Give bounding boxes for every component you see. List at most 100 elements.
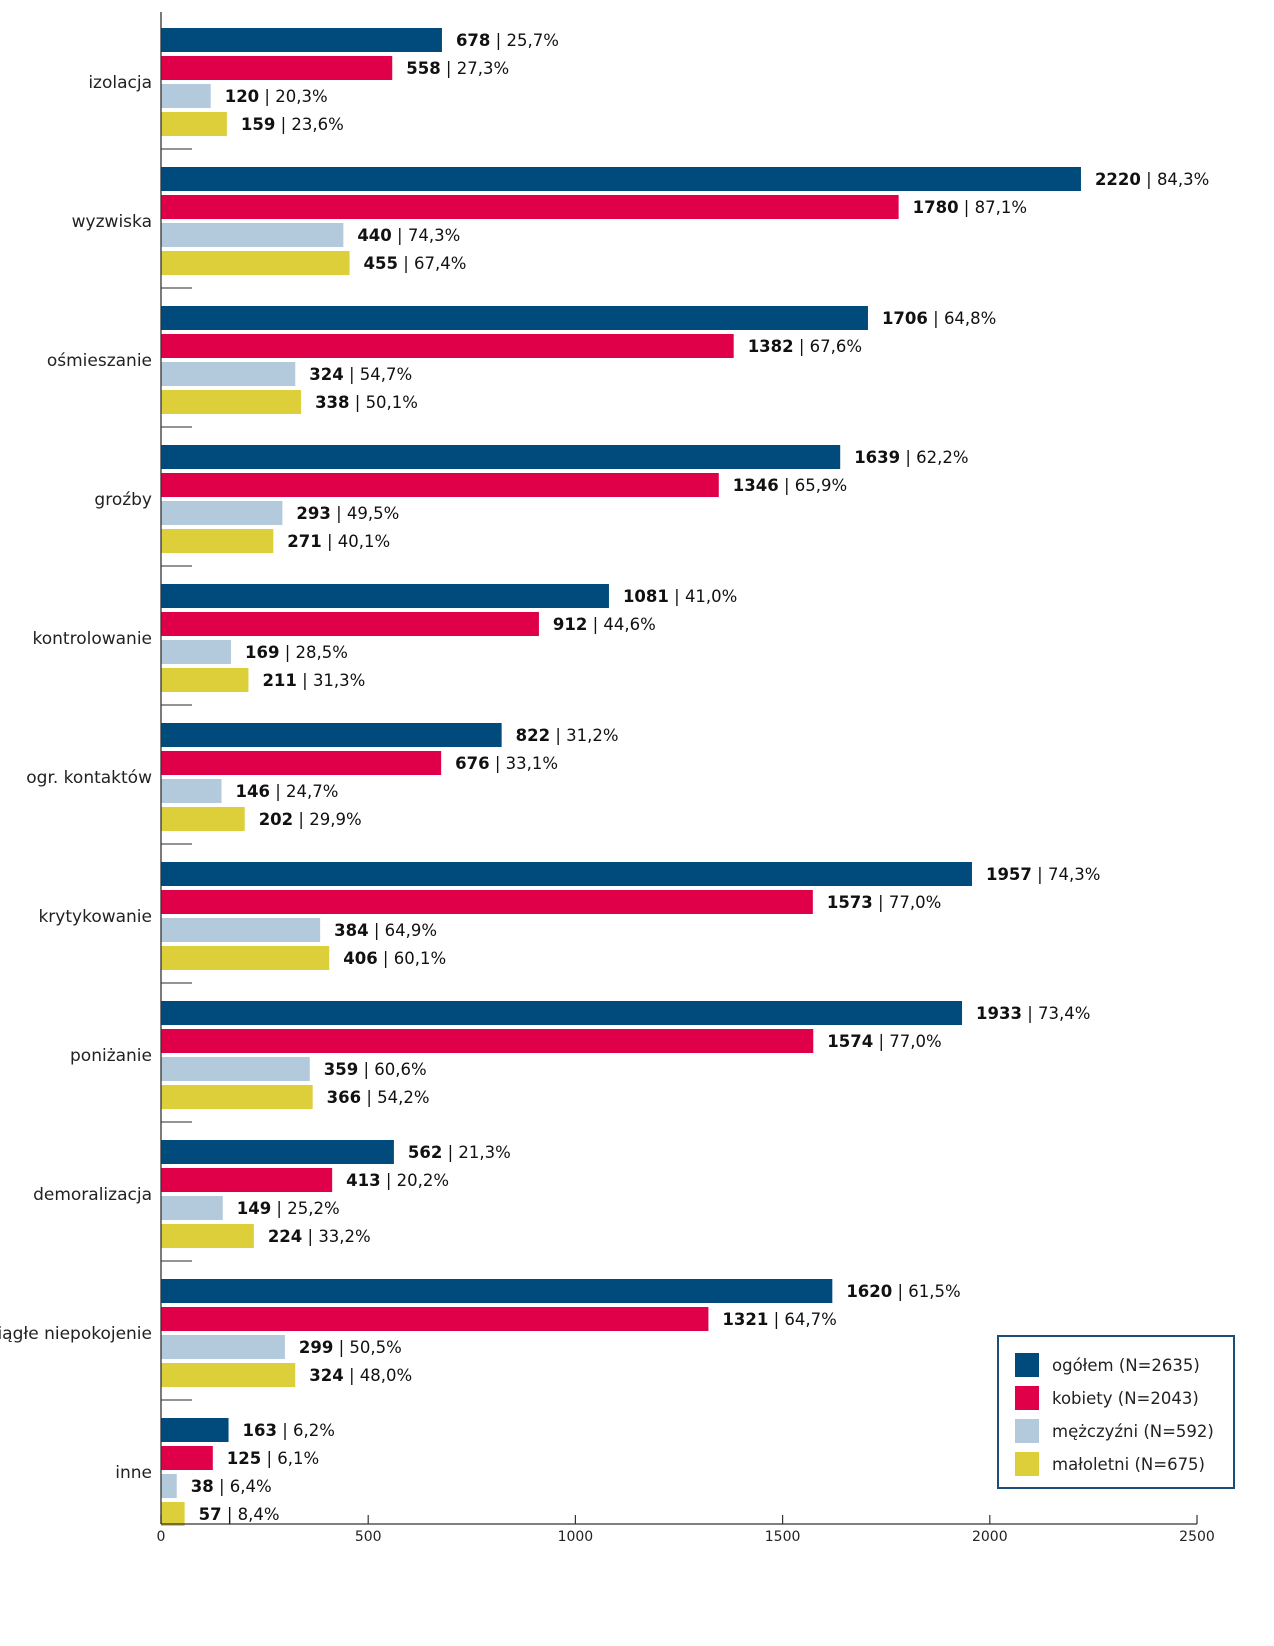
data-label: 1574 | 77,0% xyxy=(827,1032,941,1051)
data-label: 324 | 48,0% xyxy=(309,1366,412,1385)
bar xyxy=(161,1029,814,1053)
bar xyxy=(161,1057,310,1081)
bar xyxy=(161,612,539,636)
data-label: 912 | 44,6% xyxy=(553,615,656,634)
bar xyxy=(161,807,245,831)
category-label: krytykowanie xyxy=(38,907,152,927)
bars-layer xyxy=(161,28,1081,1526)
data-label: 822 | 31,2% xyxy=(516,726,619,745)
data-label: 359 | 60,6% xyxy=(324,1060,427,1079)
category-label: ośmieszanie xyxy=(47,351,152,371)
bar xyxy=(161,1085,313,1109)
bar xyxy=(161,223,344,247)
data-label: 366 | 54,2% xyxy=(327,1088,430,1107)
bar xyxy=(161,390,302,414)
bar xyxy=(161,56,393,80)
data-label: 149 | 25,2% xyxy=(237,1199,340,1218)
bar xyxy=(161,1418,229,1442)
legend-label: ogółem (N=2635) xyxy=(1052,1356,1200,1375)
data-label: 338 | 50,1% xyxy=(315,393,418,412)
data-label: 455 | 67,4% xyxy=(364,254,467,273)
bar xyxy=(161,668,249,692)
bar xyxy=(161,195,899,219)
bar xyxy=(161,334,734,358)
legend-swatch xyxy=(1015,1386,1039,1410)
bar xyxy=(161,640,232,664)
legend-label: małoletni (N=675) xyxy=(1052,1455,1205,1474)
bar xyxy=(161,1474,177,1498)
bar xyxy=(161,501,283,525)
data-label: 558 | 27,3% xyxy=(406,59,509,78)
bar xyxy=(161,1224,254,1248)
data-label: 1346 | 65,9% xyxy=(733,476,847,495)
data-label: 163 | 6,2% xyxy=(243,1421,335,1440)
bar xyxy=(161,723,502,747)
category-label: izolacja xyxy=(88,73,152,93)
bar xyxy=(161,473,719,497)
category-label: groźby xyxy=(94,490,152,510)
legend-swatch xyxy=(1015,1353,1039,1377)
bar xyxy=(161,306,868,330)
bar xyxy=(161,445,841,469)
bar xyxy=(161,167,1081,191)
x-tick-label: 500 xyxy=(355,1529,382,1545)
x-tick-label: 2000 xyxy=(972,1529,1008,1545)
data-label: 224 | 33,2% xyxy=(268,1227,371,1246)
category-label: inne xyxy=(115,1463,152,1483)
x-tick-label: 2500 xyxy=(1179,1529,1215,1545)
bar xyxy=(161,1140,394,1164)
data-label: 146 | 24,7% xyxy=(236,782,339,801)
data-label: 211 | 31,3% xyxy=(262,671,365,690)
x-tick-label: 1000 xyxy=(558,1529,594,1545)
bar xyxy=(161,779,222,803)
axes-layer: 0 500 1000 1500 2000 2500 xyxy=(157,12,1215,1545)
bar xyxy=(161,1307,709,1331)
bar xyxy=(161,1363,296,1387)
data-label: 1933 | 73,4% xyxy=(976,1004,1090,1023)
data-label: 1639 | 62,2% xyxy=(854,448,968,467)
bar xyxy=(161,1335,285,1359)
data-label: 324 | 54,7% xyxy=(309,365,412,384)
data-label: 1382 | 67,6% xyxy=(748,337,862,356)
data-label: 159 | 23,6% xyxy=(241,115,344,134)
bar xyxy=(161,251,350,275)
data-label: 299 | 50,5% xyxy=(299,1338,402,1357)
bar xyxy=(161,751,442,775)
data-label: 169 | 28,5% xyxy=(245,643,348,662)
bar xyxy=(161,1001,963,1025)
data-label: 120 | 20,3% xyxy=(225,87,328,106)
category-label: demoralizacja xyxy=(33,1185,152,1205)
bar xyxy=(161,362,296,386)
legend-label: mężczyźni (N=592) xyxy=(1052,1422,1214,1441)
x-tick-label: 1500 xyxy=(765,1529,801,1545)
data-label: 2220 | 84,3% xyxy=(1095,170,1209,189)
data-label: 38 | 6,4% xyxy=(191,1477,272,1496)
bar xyxy=(161,529,274,553)
category-label: wyzwiska xyxy=(72,212,152,232)
category-label: poniżanie xyxy=(70,1046,152,1066)
bar xyxy=(161,1168,333,1192)
bar xyxy=(161,946,330,970)
data-label: 678 | 25,7% xyxy=(456,31,559,50)
data-label: 271 | 40,1% xyxy=(287,532,390,551)
category-label: ciągłe niepokojenie xyxy=(0,1324,152,1344)
bar xyxy=(161,1502,185,1526)
bar xyxy=(161,862,972,886)
legend-swatch xyxy=(1015,1452,1039,1476)
legend-label: kobiety (N=2043) xyxy=(1052,1389,1199,1408)
data-label: 413 | 20,2% xyxy=(346,1171,449,1190)
bar xyxy=(161,84,211,108)
data-label: 1957 | 74,3% xyxy=(986,865,1100,884)
bar xyxy=(161,112,227,136)
bar xyxy=(161,28,442,52)
data-label: 676 | 33,1% xyxy=(455,754,558,773)
bar xyxy=(161,1446,213,1470)
data-label: 562 | 21,3% xyxy=(408,1143,511,1162)
legend-swatch xyxy=(1015,1419,1039,1443)
data-label: 57 | 8,4% xyxy=(199,1505,280,1524)
bar xyxy=(161,1196,223,1220)
data-label: 1706 | 64,8% xyxy=(882,309,996,328)
labels-layer: 678 | 25,7% 558 | 27,3% 120 | 20,3% 159 | 2… xyxy=(0,31,1209,1524)
data-label: 1573 | 77,0% xyxy=(827,893,941,912)
